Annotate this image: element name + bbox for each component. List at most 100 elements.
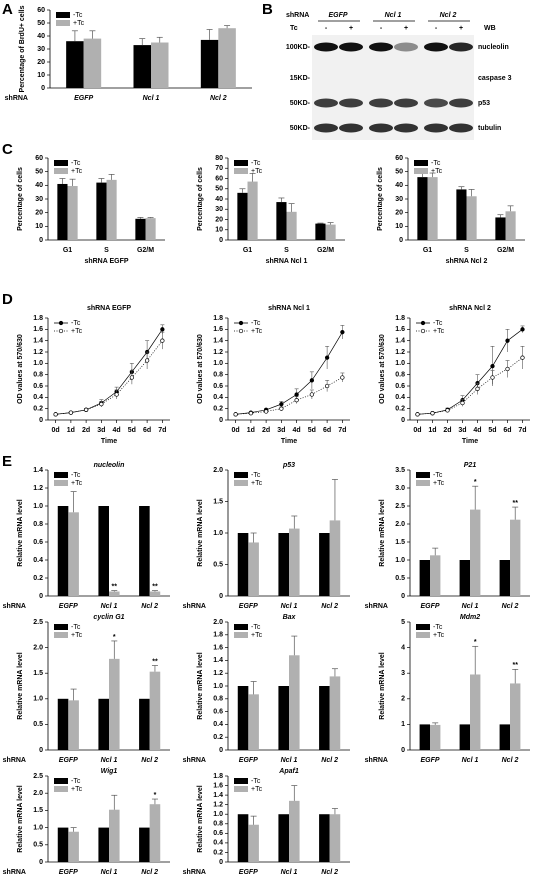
- y-tick-label: 10: [215, 227, 223, 234]
- band-size: 15KD-: [290, 75, 311, 82]
- point: [160, 338, 165, 343]
- legend-swatch: [54, 778, 68, 784]
- bar: [237, 192, 248, 240]
- bar: [109, 658, 120, 750]
- y-tick-label: 50: [395, 169, 403, 176]
- band-protein: p53: [478, 100, 490, 107]
- bar: [200, 39, 219, 88]
- bar: [499, 724, 510, 750]
- y-tick-label: 1.4: [213, 338, 223, 345]
- x-prefix: shRNA: [183, 603, 206, 610]
- y-tick-label: 20: [215, 216, 223, 223]
- legend-label: -Tc: [71, 160, 81, 167]
- panel-label: A: [2, 1, 13, 18]
- point: [53, 412, 58, 417]
- series-line: [417, 357, 523, 415]
- bar: [68, 831, 79, 862]
- legend-label: +Tc: [251, 328, 263, 335]
- bar: [133, 45, 151, 88]
- y-tick-label: 4: [401, 644, 405, 651]
- legend-label: +Tc: [71, 328, 83, 335]
- x-tick-label: Ncl 1: [281, 757, 298, 764]
- bar: [466, 196, 477, 240]
- x-tick-label: 7d: [158, 427, 166, 434]
- point: [294, 392, 299, 397]
- bar: [505, 211, 516, 240]
- legend-marker: [420, 328, 426, 334]
- point: [340, 375, 345, 380]
- legend-label: -Tc: [433, 320, 443, 327]
- band-size: 100KD-: [286, 44, 311, 51]
- bar: [83, 38, 102, 88]
- x-tick-label: 2d: [443, 427, 451, 434]
- legend-label: +Tc: [433, 632, 445, 639]
- legend-swatch: [416, 624, 430, 630]
- bar: [98, 827, 109, 862]
- legend-label: -Tc: [71, 778, 81, 785]
- blot-group: Ncl 2: [440, 12, 457, 19]
- x-tick-label: G1: [63, 247, 72, 254]
- y-tick-label: 1.5: [213, 498, 223, 505]
- y-tick-label: 0.6: [33, 539, 43, 546]
- y-axis-label: Relative mRNA level: [197, 785, 204, 852]
- legend-label: -Tc: [251, 160, 261, 167]
- x-tick-label: S: [284, 247, 289, 254]
- blot-treatment: Tc: [290, 25, 298, 32]
- y-tick-label: 0.4: [213, 840, 223, 847]
- point: [475, 386, 480, 391]
- legend-label: -Tc: [433, 472, 443, 479]
- point: [248, 411, 254, 416]
- y-tick-label: 0.5: [33, 842, 43, 849]
- bar: [57, 698, 69, 750]
- y-axis-label: Relative mRNA level: [17, 652, 24, 719]
- bar: [470, 509, 481, 596]
- chart-title: Mdm2: [460, 614, 480, 621]
- y-tick-label: 1.8: [395, 315, 405, 322]
- y-tick-label: 60: [35, 155, 43, 162]
- point: [490, 364, 495, 369]
- legend-label: -Tc: [433, 624, 443, 631]
- band: [369, 42, 393, 52]
- y-tick-label: 0.4: [33, 394, 43, 401]
- legend-swatch: [234, 624, 248, 630]
- series-line: [235, 331, 343, 415]
- bar: [66, 41, 84, 88]
- band-protein: nucleolin: [478, 44, 509, 51]
- panel-label: D: [2, 291, 13, 308]
- y-tick-label: 0.5: [395, 575, 405, 582]
- bar: [109, 809, 120, 862]
- y-axis-label: Relative mRNA level: [197, 499, 204, 566]
- bar: [319, 533, 330, 596]
- y-tick-label: 2.5: [33, 773, 43, 780]
- y-tick-label: 1.6: [213, 326, 223, 333]
- legend-swatch: [416, 632, 430, 638]
- bar: [319, 686, 330, 750]
- bar: [106, 179, 117, 240]
- band: [394, 98, 418, 108]
- y-tick-label: 1.6: [395, 326, 405, 333]
- legend-label: -Tc: [251, 778, 261, 785]
- legend-label: +Tc: [71, 168, 83, 175]
- y-tick-label: 2.5: [395, 503, 405, 510]
- lane-treatment: -: [435, 25, 438, 32]
- bar: [98, 698, 109, 750]
- point: [294, 398, 299, 403]
- x-axis-label: Time: [281, 438, 297, 445]
- series-line: [55, 329, 163, 415]
- x-prefix: shRNA: [5, 95, 28, 102]
- y-tick-label: 1.0: [213, 683, 223, 690]
- chart-title: Bax: [283, 614, 297, 621]
- y-tick-label: 1.0: [33, 360, 43, 367]
- x-tick-label: 6d: [503, 427, 511, 434]
- y-tick-label: 1.5: [33, 807, 43, 814]
- y-tick-label: 2.0: [33, 644, 43, 651]
- legend-label: +Tc: [251, 168, 263, 175]
- y-tick-label: 0.2: [33, 406, 43, 413]
- legend-swatch: [416, 472, 430, 478]
- x-tick-label: EGFP: [59, 603, 78, 610]
- y-tick-label: 0.8: [213, 696, 223, 703]
- x-tick-label: EGFP: [239, 869, 258, 876]
- x-tick-label: 5d: [488, 427, 496, 434]
- y-tick-label: 1.0: [33, 696, 43, 703]
- y-tick-label: 30: [37, 46, 45, 53]
